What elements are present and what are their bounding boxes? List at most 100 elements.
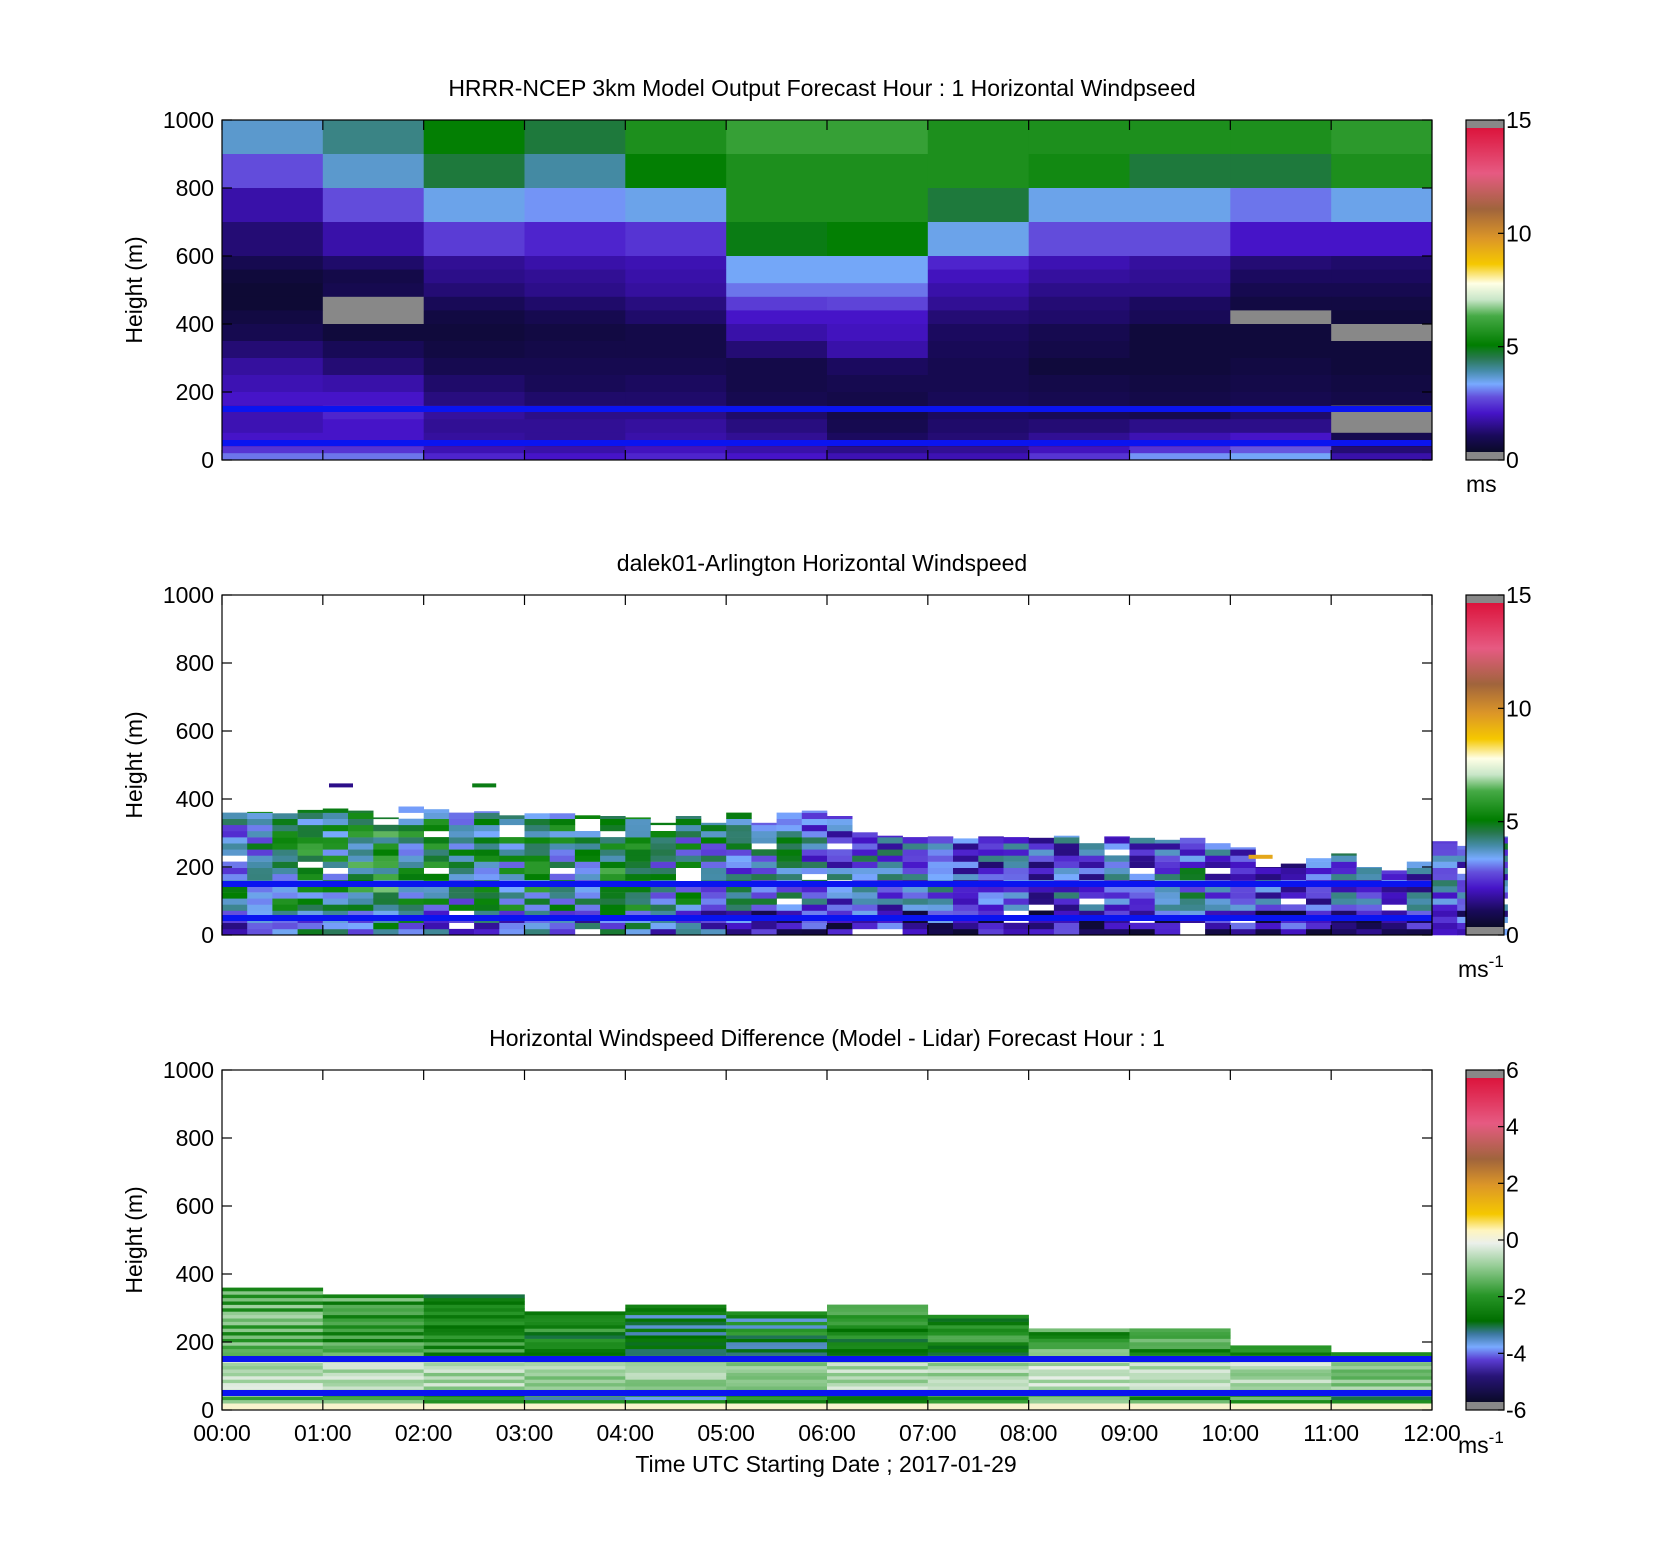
heatmap-cell [600,910,626,917]
heatmap-cell [398,837,424,844]
heatmap-cell [927,886,954,893]
heatmap-cell [927,836,954,838]
heatmap-cell [348,928,374,936]
heatmap-cell [1331,1403,1433,1407]
heatmap-cell [1356,886,1382,893]
heatmap-cell [1079,843,1105,850]
heatmap-cell [524,892,550,899]
heatmap-cell [549,886,576,893]
heatmap-cell [726,831,752,838]
heatmap-cell [1331,1382,1433,1387]
heatmap-cell [1154,839,1181,844]
heatmap-cell [524,1362,626,1367]
heatmap-cell [1280,910,1307,917]
heatmap-cell [1028,837,1055,844]
heatmap-cell [524,831,550,838]
heatmap-cell [902,898,929,905]
heatmap-cell [1129,1376,1231,1380]
heatmap-cell [222,120,324,155]
heatmap-cell [222,1342,324,1346]
heatmap-cell [1356,928,1382,936]
heatmap-cell [524,453,626,461]
heatmap-cell [272,837,298,844]
heatmap-cell [776,818,803,826]
heatmap-cell [600,837,626,844]
x-tick-label: 12:00 [1403,1420,1461,1446]
panel-title: dalek01-Arlington Horizontal Windspeed [617,550,1027,576]
heatmap-cell [373,817,399,820]
heatmap-cell [222,1335,324,1339]
heatmap-cell [1028,867,1055,875]
heatmap-cell [827,341,929,359]
heatmap-cell [978,873,1004,881]
heatmap-cell [348,831,374,838]
heatmap-cell [222,1287,324,1292]
heatmap-cell [600,867,626,875]
heatmap-cell [801,849,828,856]
heatmap-cell [827,1304,929,1309]
heatmap-cell [625,1318,727,1322]
heatmap-cell [1129,358,1231,376]
heatmap-cell [474,928,500,936]
heatmap-cell [222,1352,324,1356]
heatmap-cell [499,867,525,875]
heatmap-cell [348,818,374,826]
heatmap-cell [902,843,929,850]
heatmap-cell [801,886,828,893]
heatmap-cell [1003,922,1029,930]
heatmap-cell [448,837,475,844]
heatmap-cell [625,1335,727,1339]
heatmap-cell [1230,154,1332,189]
heatmap-cell [322,1345,424,1350]
heatmap-cell [1104,867,1130,875]
heatmap-cell [1129,1335,1231,1339]
heatmap-cell [625,886,651,893]
heatmap-cell [348,886,374,893]
heatmap-cell [1432,922,1458,930]
heatmap-cell [1306,922,1332,930]
heatmap-cell [927,296,1030,311]
heatmap-cell [726,892,752,899]
heatmap-cell [927,873,954,881]
heatmap-cell [1028,375,1130,393]
heatmap-cell [524,1325,626,1329]
heatmap-cell [549,904,576,911]
heatmap-cell [348,861,374,868]
heatmap-cell [423,849,450,856]
heatmap-cell [448,898,475,905]
heatmap-cell [625,1304,727,1309]
heatmap-cell [877,904,903,911]
heatmap-cell [322,849,349,856]
heatmap-cell [877,843,903,850]
heatmap-cell [675,824,702,832]
heatmap-cell [423,1345,525,1350]
heatmap-cell [499,855,525,862]
heatmap-cell [726,1352,828,1356]
heatmap-cell [726,1311,828,1316]
heatmap-cell [423,188,525,223]
heatmap-cell [423,1301,525,1305]
heatmap-cell [448,818,475,826]
heatmap-cell [625,1328,727,1333]
heatmap-cell [625,1352,727,1356]
heatmap-cell [927,453,1030,461]
heatmap-cell [1230,256,1332,271]
heatmap-cell [1432,841,1458,844]
heatmap-cell [499,843,525,850]
heatmap-cell [1028,1352,1130,1356]
heatmap-cell [650,898,676,905]
heatmap-cell [297,867,324,875]
heatmap-cell [322,1365,424,1370]
heatmap-cell [625,1321,727,1326]
colorbar-frame [1465,119,1505,461]
heatmap-cell [801,898,828,905]
heatmap-cell [322,1396,424,1401]
x-tick-label: 03:00 [496,1420,554,1446]
heatmap-cell [927,910,954,917]
heatmap-cell [423,1406,525,1411]
heatmap-cell [398,824,424,832]
heatmap-cell [827,1386,929,1390]
heatmap-cell [852,861,878,868]
heatmap-cell [1079,886,1105,893]
heatmap-cell [222,886,248,893]
